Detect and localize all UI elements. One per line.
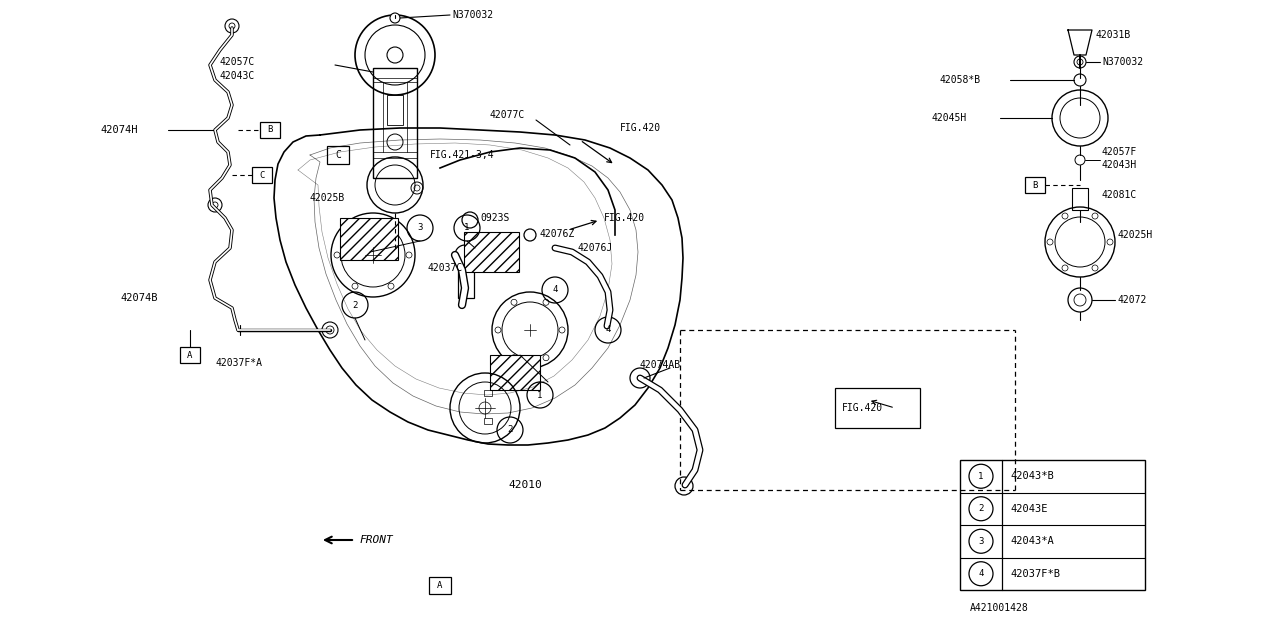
Text: FIG.420: FIG.420 (841, 403, 883, 413)
Text: A421001428: A421001428 (970, 603, 1029, 613)
Bar (960, 460, 1146, 590)
Circle shape (387, 47, 403, 63)
Text: 42037F*B: 42037F*B (1010, 569, 1060, 579)
Text: 2: 2 (978, 504, 984, 513)
Text: 42043E: 42043E (1010, 504, 1047, 514)
Text: 42025B: 42025B (310, 193, 346, 203)
Text: 42045H: 42045H (932, 113, 968, 123)
Bar (180, 347, 200, 363)
Bar (1025, 177, 1044, 193)
Polygon shape (1068, 30, 1092, 55)
Text: FIG.420: FIG.420 (620, 123, 662, 133)
Text: 42074B: 42074B (120, 293, 157, 303)
Bar (835, 388, 920, 428)
Text: 42076J: 42076J (579, 243, 613, 253)
Text: 42057C: 42057C (220, 57, 255, 67)
Text: 1: 1 (538, 390, 543, 399)
Text: N370032: N370032 (1102, 57, 1143, 67)
Text: 42031B: 42031B (1094, 30, 1130, 40)
Text: 42043C: 42043C (220, 71, 255, 81)
Bar (458, 268, 474, 298)
Text: 42043*A: 42043*A (1010, 536, 1053, 547)
Text: C: C (335, 150, 340, 160)
Text: N370032: N370032 (452, 10, 493, 20)
Text: 42043H: 42043H (1102, 160, 1137, 170)
Text: 42037F*A: 42037F*A (215, 358, 262, 368)
Text: 2: 2 (507, 426, 513, 435)
Text: 2: 2 (352, 301, 357, 310)
Text: B: B (268, 125, 273, 134)
Text: A: A (187, 351, 193, 360)
Bar (387, 95, 403, 125)
Text: 0923S: 0923S (480, 213, 509, 223)
Circle shape (1074, 56, 1085, 68)
Bar (484, 418, 492, 424)
Text: 42081C: 42081C (1102, 190, 1137, 200)
Text: 42025H: 42025H (1117, 230, 1153, 240)
Text: FRONT: FRONT (360, 535, 394, 545)
Text: B: B (1032, 180, 1038, 189)
Bar (372, 68, 417, 178)
Text: 4: 4 (978, 569, 984, 579)
Bar (260, 122, 280, 138)
Text: 4: 4 (552, 285, 558, 294)
Text: 3: 3 (978, 537, 984, 546)
Text: 42057F: 42057F (1102, 147, 1137, 157)
Text: 3: 3 (417, 223, 422, 232)
Bar (484, 390, 492, 396)
Text: 42076Z: 42076Z (540, 229, 575, 239)
Text: FIG.421-3,4: FIG.421-3,4 (430, 150, 494, 160)
Bar (490, 355, 540, 390)
Text: C: C (260, 170, 265, 179)
Text: 42037C: 42037C (428, 263, 463, 273)
Text: 4: 4 (605, 326, 611, 335)
Text: A: A (438, 580, 443, 589)
Bar (340, 218, 398, 260)
Text: 42010: 42010 (508, 480, 541, 490)
Bar (465, 232, 518, 272)
Text: 42043*B: 42043*B (1010, 471, 1053, 481)
Text: 1: 1 (978, 472, 984, 481)
Text: 42077C: 42077C (490, 110, 525, 120)
Bar (429, 577, 451, 593)
Bar (252, 167, 273, 183)
Text: 42058*B: 42058*B (940, 75, 982, 85)
Text: 42074H: 42074H (100, 125, 137, 135)
Text: 42072: 42072 (1117, 295, 1147, 305)
Circle shape (390, 13, 399, 23)
Text: FIG.420: FIG.420 (604, 213, 645, 223)
Bar (326, 146, 349, 164)
Text: 1: 1 (465, 223, 470, 232)
Text: 42074AB: 42074AB (640, 360, 681, 370)
Bar (1073, 188, 1088, 210)
